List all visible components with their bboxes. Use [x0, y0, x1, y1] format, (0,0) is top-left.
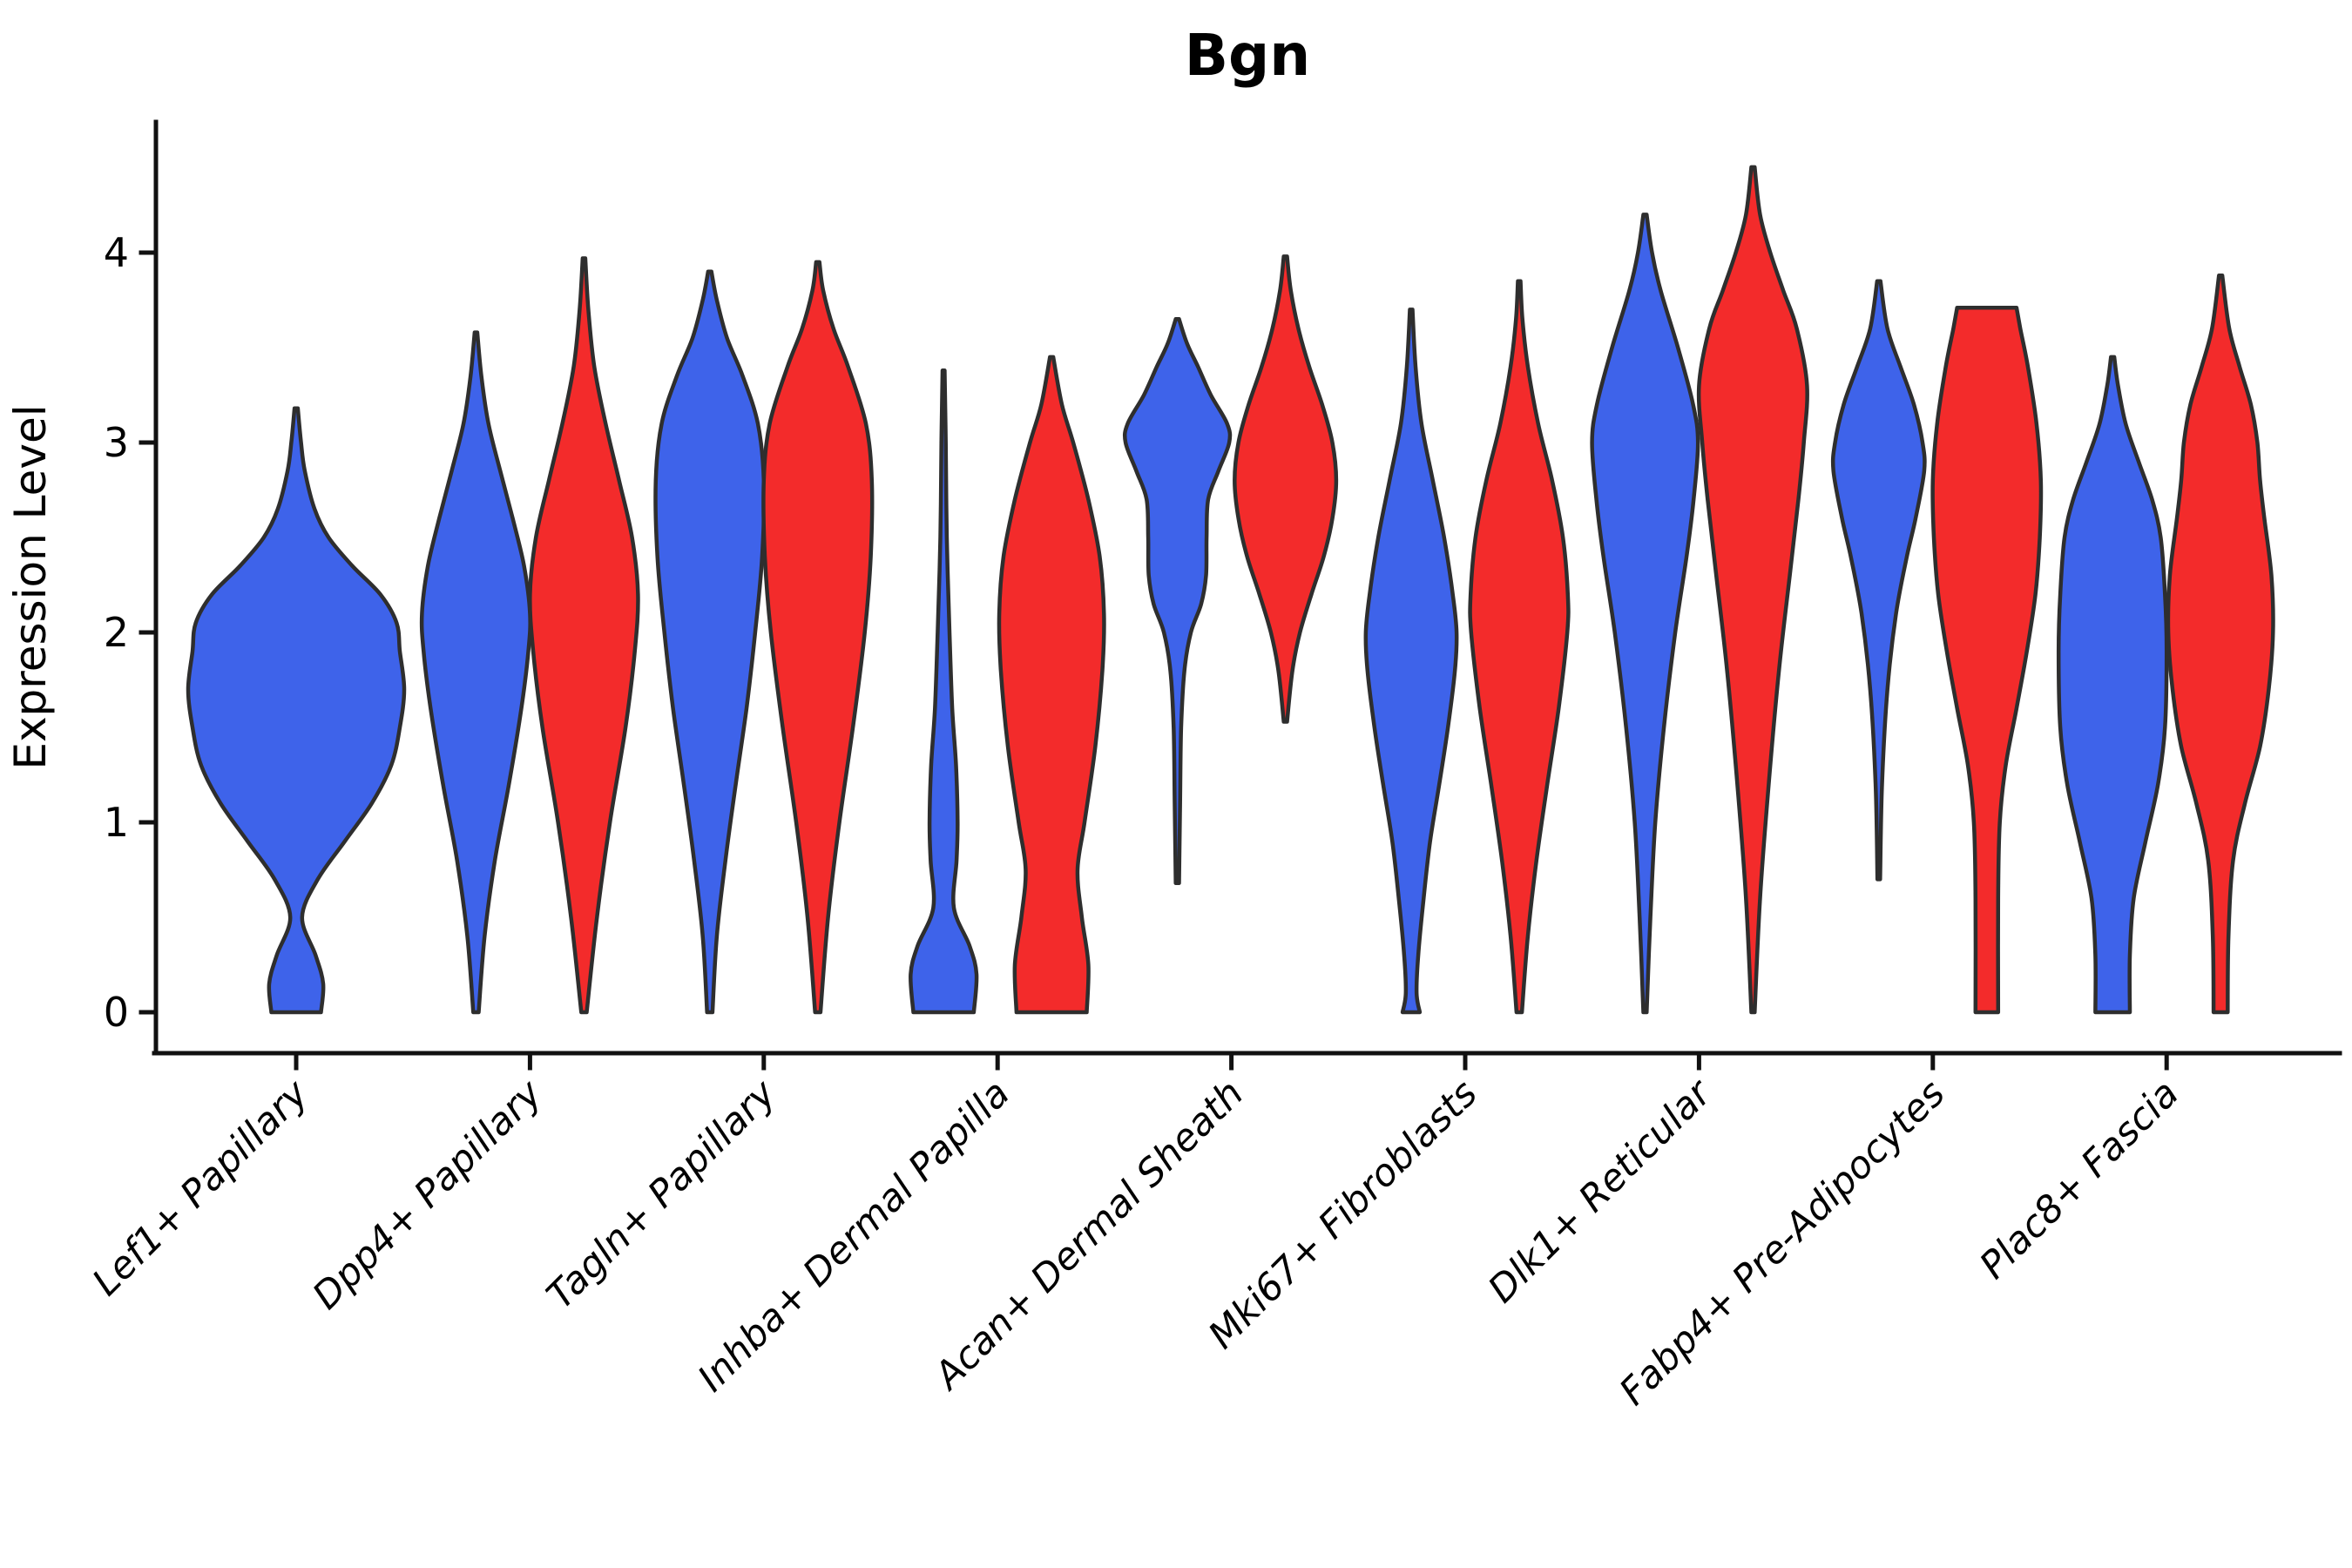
y-tick-label: 3: [104, 419, 129, 466]
y-tick-label: 0: [104, 989, 129, 1036]
x-tick-label-tagln-papillary: Tagln+ Papillary: [538, 1071, 785, 1318]
violin-tagln-papillary-red: [761, 260, 875, 1015]
y-tick-label: 1: [104, 799, 129, 846]
violin-tagln-papillary-blue: [653, 269, 767, 1015]
x-tick-label-mki67-fibroblasts: Mki67+ Fibroblasts: [1200, 1071, 1486, 1357]
violin-lef1-papillary-blue: [186, 406, 407, 1015]
violin-fabp4-pre-adipocytes-blue: [1830, 279, 1927, 882]
x-tick-label-lef1-papillary: Lef1+ Papillary: [84, 1071, 317, 1304]
violin-plac8-fascia-red: [2166, 273, 2275, 1015]
violin-fabp4-pre-adipocytes-red: [1930, 305, 2044, 1015]
violin-inhba-dermal-papilla-blue: [909, 368, 979, 1015]
violin-dlk1-reticular-blue: [1590, 213, 1700, 1015]
x-tick-label-dpp4-papillary: Dpp4+ Papillary: [305, 1071, 551, 1318]
violin-mki67-fibroblasts-blue: [1363, 308, 1459, 1015]
violin-acan-dermal-sheath-blue: [1122, 317, 1233, 886]
violin-dpp4-papillary-red: [528, 256, 640, 1015]
y-tick-label: 4: [104, 229, 129, 276]
violin-dpp4-papillary-blue: [419, 330, 532, 1015]
y-axis-label: Expression Level: [5, 404, 56, 769]
violin-acan-dermal-sheath-red: [1233, 254, 1339, 724]
violin-plac8-fascia-blue: [2056, 355, 2169, 1015]
violin-inhba-dermal-papilla-red: [997, 355, 1106, 1015]
x-tick-label-plac8-fascia: Plac8+ Fascia: [1971, 1071, 2187, 1288]
x-tick-label-dlk1-reticular: Dlk1+ Reticular: [1480, 1071, 1721, 1312]
violin-mki67-fibroblasts-red: [1468, 279, 1571, 1015]
chart-title: Bgn: [1185, 22, 1311, 89]
y-tick-label: 2: [104, 609, 129, 656]
violins-layer: [186, 165, 2275, 1015]
violin-dlk1-reticular-red: [1696, 165, 1809, 1015]
